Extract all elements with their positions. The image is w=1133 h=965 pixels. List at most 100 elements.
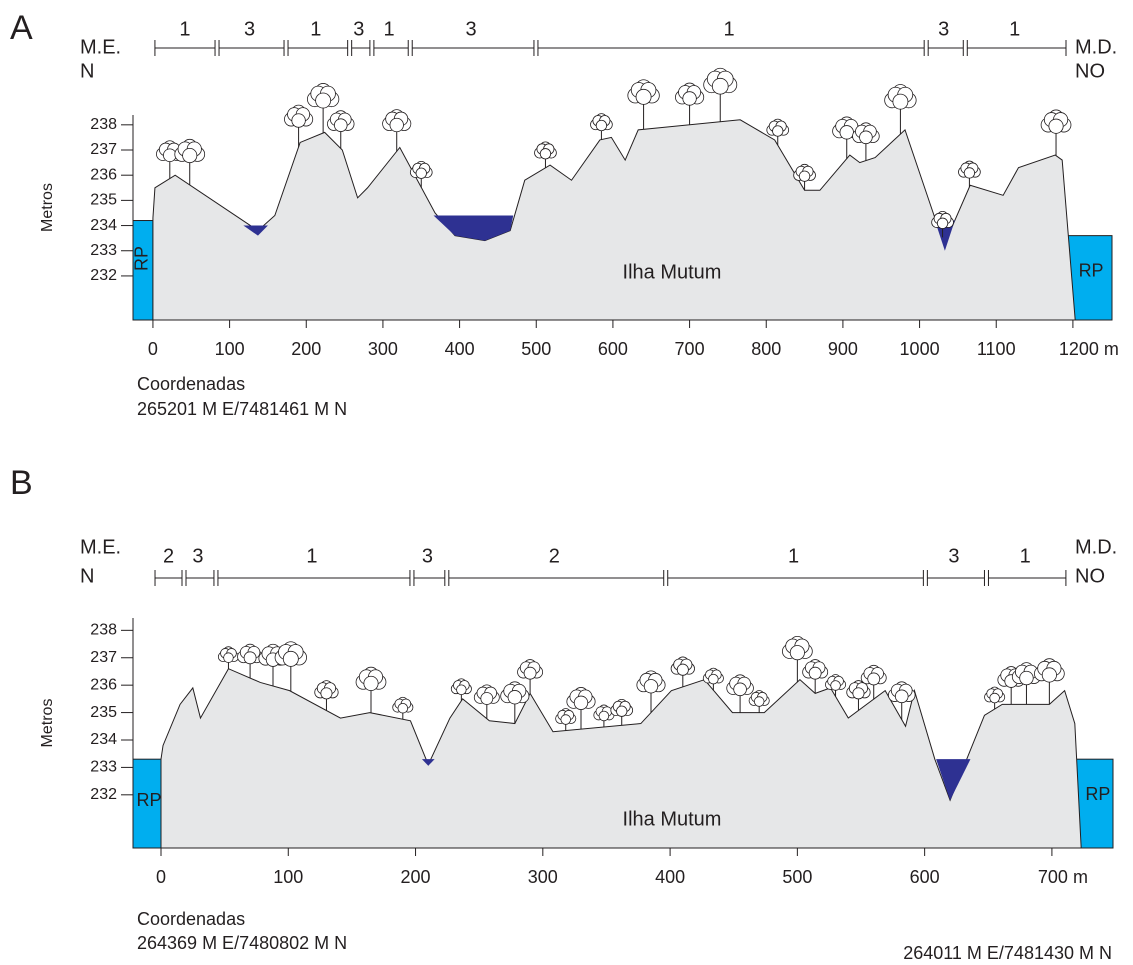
zone-label: 1 [724,18,735,40]
tree-crown [320,687,333,700]
tree-crown [595,119,608,132]
tree-crown [830,680,841,691]
y-tick-label: 235 [90,192,117,209]
side-label: M.E. [80,36,121,58]
tree-crown [333,118,348,132]
side-label: M.D. [1075,536,1117,558]
panel-letter: B [10,464,33,502]
side-label: M.E. [80,536,121,558]
y-axis-title: Metros [39,183,56,232]
tree-crown [291,113,306,128]
tree-crown [598,710,610,722]
tree-crown [616,705,628,717]
terrain [160,668,1082,849]
tree-crown [539,148,552,160]
x-tick-label: 600 [598,339,628,359]
x-tick-label: 900 [828,339,858,359]
y-tick-label: 234 [90,217,117,234]
zone-label: 3 [353,18,364,40]
tree-crown [560,714,571,725]
x-tick-label: 200 [291,339,321,359]
zone-label: 3 [244,18,255,40]
coord-title: Coordenadas [137,909,245,929]
tree-crown [711,77,729,95]
water-pool [936,759,971,801]
tree-crown [963,167,976,179]
x-tick-label: 1000 [900,339,940,359]
x-tick-label: 1200 m [1059,339,1119,359]
tree-crown [708,673,719,685]
tree-crown [389,117,404,133]
zone-label: 2 [163,545,174,567]
y-axis-title: Metros [39,699,56,748]
tree-crown [223,652,234,663]
y-tick-label: 238 [90,622,117,639]
side-label: NO [1075,60,1105,82]
x-tick-label: 800 [751,339,781,359]
x-tick-label: 400 [655,867,685,887]
side-label: N [80,60,94,82]
water-pool [433,215,514,241]
y-tick-label: 232 [90,267,117,284]
panel: A RP RP Ilha Mutum 232 233 234 235 236 237 238 0 100… [10,9,1119,419]
tree-crown [480,692,494,705]
x-tick-label: 100 [215,339,245,359]
river-label: RP [1085,784,1110,804]
x-tick-label: 0 [156,867,166,887]
side-label: N [80,565,94,587]
tree-crown [456,684,467,695]
zone-label: 1 [383,18,394,40]
tree-crown [282,650,299,667]
zone-label: 1 [179,18,190,40]
river-label: RP [136,790,161,810]
tree-crown [852,687,865,700]
tree-crown [523,666,537,680]
river-label: RP [1079,260,1104,280]
x-tick-label: 700 m [1038,867,1088,887]
zone-label: 2 [549,545,560,567]
x-tick-label: 300 [528,867,558,887]
island-label: Ilha Mutum [623,808,722,830]
x-tick-label: 100 [273,867,303,887]
x-tick-label: 0 [148,339,158,359]
zone-label: 3 [466,18,477,40]
tree-crown [859,130,873,145]
tree-crown [839,125,854,140]
y-tick-label: 237 [90,141,117,158]
zone-label: 1 [788,545,799,567]
tree-crown [753,696,765,707]
zone-label: 3 [938,18,949,40]
x-tick-label: 700 [675,339,705,359]
water-pool [243,225,268,236]
zone-label: 1 [310,18,321,40]
tree-crown [808,666,822,680]
tree-crown [243,651,257,665]
tree-crown [789,645,805,661]
x-tick-label: 500 [521,339,551,359]
x-tick-label: 1100 [977,339,1016,359]
coord-title: Coordenadas [137,374,245,394]
tree-crown [1041,667,1057,683]
river-label: RP [132,246,152,271]
tree-crown [676,663,689,676]
zone-label: 1 [1020,545,1031,567]
tree-crown [315,92,332,109]
y-tick-label: 232 [90,786,117,803]
coord-end: 264011 M E/7481430 M N [903,943,1112,963]
river-left [132,758,162,849]
y-tick-label: 237 [90,649,117,666]
y-tick-label: 238 [90,116,117,133]
tree-crown [1019,670,1034,686]
x-tick-label: 600 [910,867,940,887]
water-pool [421,759,435,766]
side-label: NO [1075,565,1105,587]
y-tick-label: 236 [90,166,117,183]
tree-crown [989,692,1000,704]
tree-crown [682,91,697,106]
tree-crown [573,695,589,710]
zone-label: 3 [422,545,433,567]
terrain [152,119,1076,321]
island-label: Ilha Mutum [623,261,722,283]
